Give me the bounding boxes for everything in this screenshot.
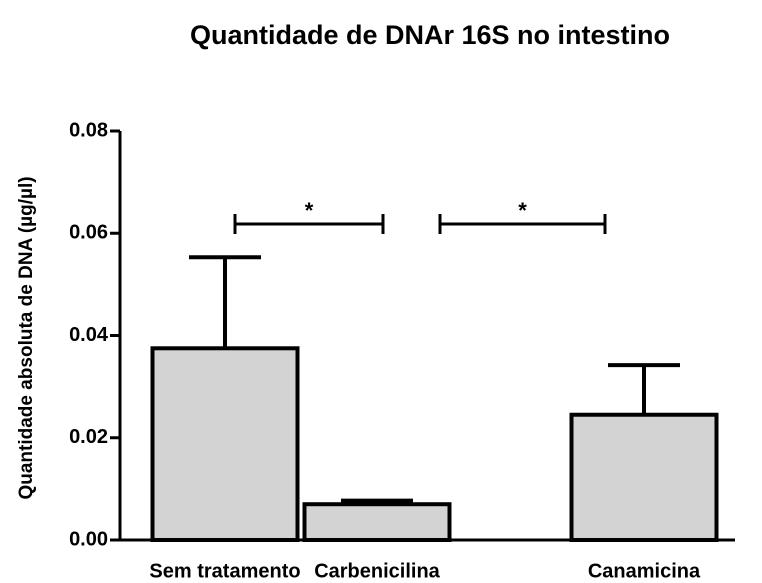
y-axis-label: Quantidade absoluta de DNA (µg/µl) xyxy=(16,176,37,499)
y-tick-label: 0.06 xyxy=(69,222,108,244)
bar xyxy=(150,346,300,542)
y-tick-label: 0.00 xyxy=(69,528,108,550)
significance-label: * xyxy=(518,198,527,223)
y-tick-label: 0.02 xyxy=(69,426,108,448)
x-tick-label: Canamicina xyxy=(588,560,701,582)
bar xyxy=(302,502,452,542)
y-tick-label: 0.04 xyxy=(69,324,109,346)
x-tick-label: Carbenicilina xyxy=(314,560,440,582)
bar xyxy=(569,412,719,542)
chart-title: Quantidade de DNAr 16S no intestino xyxy=(190,20,670,50)
x-tick-label: Sem tratamento xyxy=(149,560,300,582)
significance-label: * xyxy=(305,198,314,223)
y-tick-label: 0.08 xyxy=(69,119,108,141)
